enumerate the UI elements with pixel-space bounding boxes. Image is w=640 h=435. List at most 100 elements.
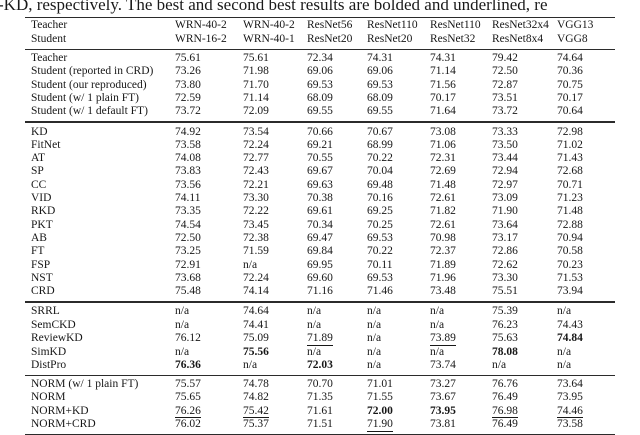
method-label: NORM+KD bbox=[31, 404, 89, 417]
cell-value: 70.04 bbox=[367, 165, 393, 178]
cell: 70.94 bbox=[557, 232, 615, 245]
cell-value: 72.69 bbox=[430, 165, 456, 178]
cell: 72.50 bbox=[175, 232, 243, 245]
section-norm-methods: NORM (w/ 1 plain FT) 75.57 74.78 70.70 71.01… bbox=[25, 375, 615, 435]
cell: 73.95 bbox=[557, 391, 615, 404]
cell: 73.80 bbox=[175, 79, 243, 92]
cell: 70.55 bbox=[307, 152, 367, 165]
section-baselines: Teacher 75.61 75.61 72.34 74.31 74.31 79.42 74.… bbox=[25, 49, 615, 123]
method-label: SemCKD bbox=[31, 318, 76, 331]
cell: 72.34 bbox=[307, 49, 367, 65]
cell: 68.09 bbox=[307, 92, 367, 105]
cell: 70.98 bbox=[430, 232, 492, 245]
method-label: AT bbox=[31, 152, 46, 165]
cell-value: 73.51 bbox=[492, 91, 518, 104]
cell: n/a bbox=[557, 346, 615, 359]
cell-value: 70.22 bbox=[367, 245, 393, 258]
cell: 73.09 bbox=[492, 192, 557, 205]
method-label: NORM (w/ 1 plain FT) bbox=[31, 378, 139, 391]
cell: 79.42 bbox=[492, 49, 557, 65]
cell: 74.92 bbox=[175, 122, 243, 139]
cell-value: 71.06 bbox=[430, 138, 456, 151]
cell: 74.82 bbox=[243, 391, 307, 404]
cell-value: n/a bbox=[367, 318, 382, 331]
table-row: SRRL n/a 74.64 n/a n/a n/a 75.39 n/a bbox=[25, 302, 615, 319]
cell-value: 72.37 bbox=[430, 245, 456, 258]
method-label: Student (w/ 1 plain FT) bbox=[31, 91, 139, 104]
cell-value: n/a bbox=[243, 258, 258, 271]
cell-value: 72.59 bbox=[175, 91, 201, 104]
cell: 75.09 bbox=[243, 332, 307, 346]
cell-value: 69.47 bbox=[307, 231, 333, 244]
cell: 72.24 bbox=[243, 272, 307, 285]
cell: 72.61 bbox=[430, 219, 492, 232]
cell-value: 73.64 bbox=[557, 378, 583, 391]
cell-value: 72.98 bbox=[557, 125, 583, 138]
cell-value: 75.51 bbox=[492, 285, 518, 298]
cell-value-best: 76.36 bbox=[175, 358, 201, 371]
cell-value: 69.53 bbox=[367, 231, 393, 244]
cell-value: 70.55 bbox=[307, 152, 333, 165]
cell-value: 79.42 bbox=[492, 52, 518, 65]
table-row: Student (our reproduced) 73.80 71.70 69.53 6… bbox=[25, 79, 615, 92]
cell-value: 73.48 bbox=[430, 285, 456, 298]
cell-value: 69.06 bbox=[307, 65, 333, 78]
column-header-teacher: VGG13 bbox=[557, 19, 594, 31]
column-header-teacher: WRN-40-2 bbox=[175, 19, 227, 31]
cell: 72.97 bbox=[492, 179, 557, 192]
cell-value: 70.22 bbox=[367, 152, 393, 165]
cell-value: n/a bbox=[430, 345, 445, 358]
cell: 69.55 bbox=[367, 105, 430, 122]
cell: 73.54 bbox=[243, 122, 307, 139]
cell: 74.31 bbox=[430, 49, 492, 65]
cell: 75.39 bbox=[492, 302, 557, 319]
table-row: VID 74.11 73.30 70.38 70.16 72.61 73.09 71.23 bbox=[25, 192, 615, 205]
table-row: NORM 75.65 74.82 71.35 71.55 73.67 76.49 73.95 bbox=[25, 391, 615, 404]
cell: 70.22 bbox=[367, 152, 430, 165]
cell: 70.66 bbox=[307, 122, 367, 139]
cell-value: 71.56 bbox=[430, 78, 456, 91]
cell-value: n/a bbox=[367, 358, 382, 371]
cell-value-best: 72.00 bbox=[367, 404, 393, 417]
method-label: CC bbox=[31, 178, 47, 191]
cell-value: 76.12 bbox=[175, 332, 201, 345]
cell-value: 70.67 bbox=[367, 125, 393, 138]
cell: 69.55 bbox=[307, 105, 367, 122]
column-header-teacher: ResNet110 bbox=[430, 19, 481, 31]
table-row: SemCKD n/a 74.41 n/a n/a n/a 76.23 74.43 bbox=[25, 319, 615, 332]
cell-value: 73.08 bbox=[430, 125, 456, 138]
cell: 76.36 bbox=[175, 359, 243, 375]
cell: 73.72 bbox=[492, 105, 557, 122]
cell-value: 71.96 bbox=[430, 271, 456, 284]
column-header-teacher: WRN-40-2 bbox=[243, 19, 295, 31]
cell-value: 72.24 bbox=[243, 138, 269, 151]
cell: 70.36 bbox=[557, 65, 615, 78]
cell-value: 73.67 bbox=[430, 391, 456, 404]
cell: n/a bbox=[557, 359, 615, 375]
cell: 72.91 bbox=[175, 259, 243, 272]
header-row-label: Teacher bbox=[31, 19, 68, 31]
cell-value: 72.77 bbox=[243, 152, 269, 165]
cell-value: 76.49 bbox=[492, 391, 518, 404]
method-label: Student (w/ 1 default FT) bbox=[31, 105, 148, 118]
cell-value: 72.22 bbox=[243, 205, 269, 218]
cell-value: 68.99 bbox=[367, 138, 393, 151]
cell-value: 75.61 bbox=[243, 52, 269, 65]
cell: 74.64 bbox=[243, 302, 307, 319]
cell-value: 70.17 bbox=[557, 91, 583, 104]
cell: 74.43 bbox=[557, 319, 615, 332]
column-header-student: ResNet8x4 bbox=[492, 33, 544, 46]
cell: 76.12 bbox=[175, 332, 243, 346]
method-label: VID bbox=[31, 192, 52, 205]
table-row: NORM+KD 76.26 75.42 71.61 72.00 73.95 76.98 74.… bbox=[25, 405, 615, 419]
cell-value: 70.75 bbox=[557, 78, 583, 91]
cell-value: 74.08 bbox=[175, 152, 201, 165]
cell-value: n/a bbox=[367, 305, 382, 318]
cell: 70.64 bbox=[557, 105, 615, 122]
cell-value-best: 75.56 bbox=[243, 345, 269, 358]
cell-value: n/a bbox=[243, 358, 258, 371]
cell-value: 71.82 bbox=[430, 205, 456, 218]
cell: 71.14 bbox=[243, 92, 307, 105]
cell: 70.38 bbox=[307, 192, 367, 205]
cell: 70.17 bbox=[557, 92, 615, 105]
